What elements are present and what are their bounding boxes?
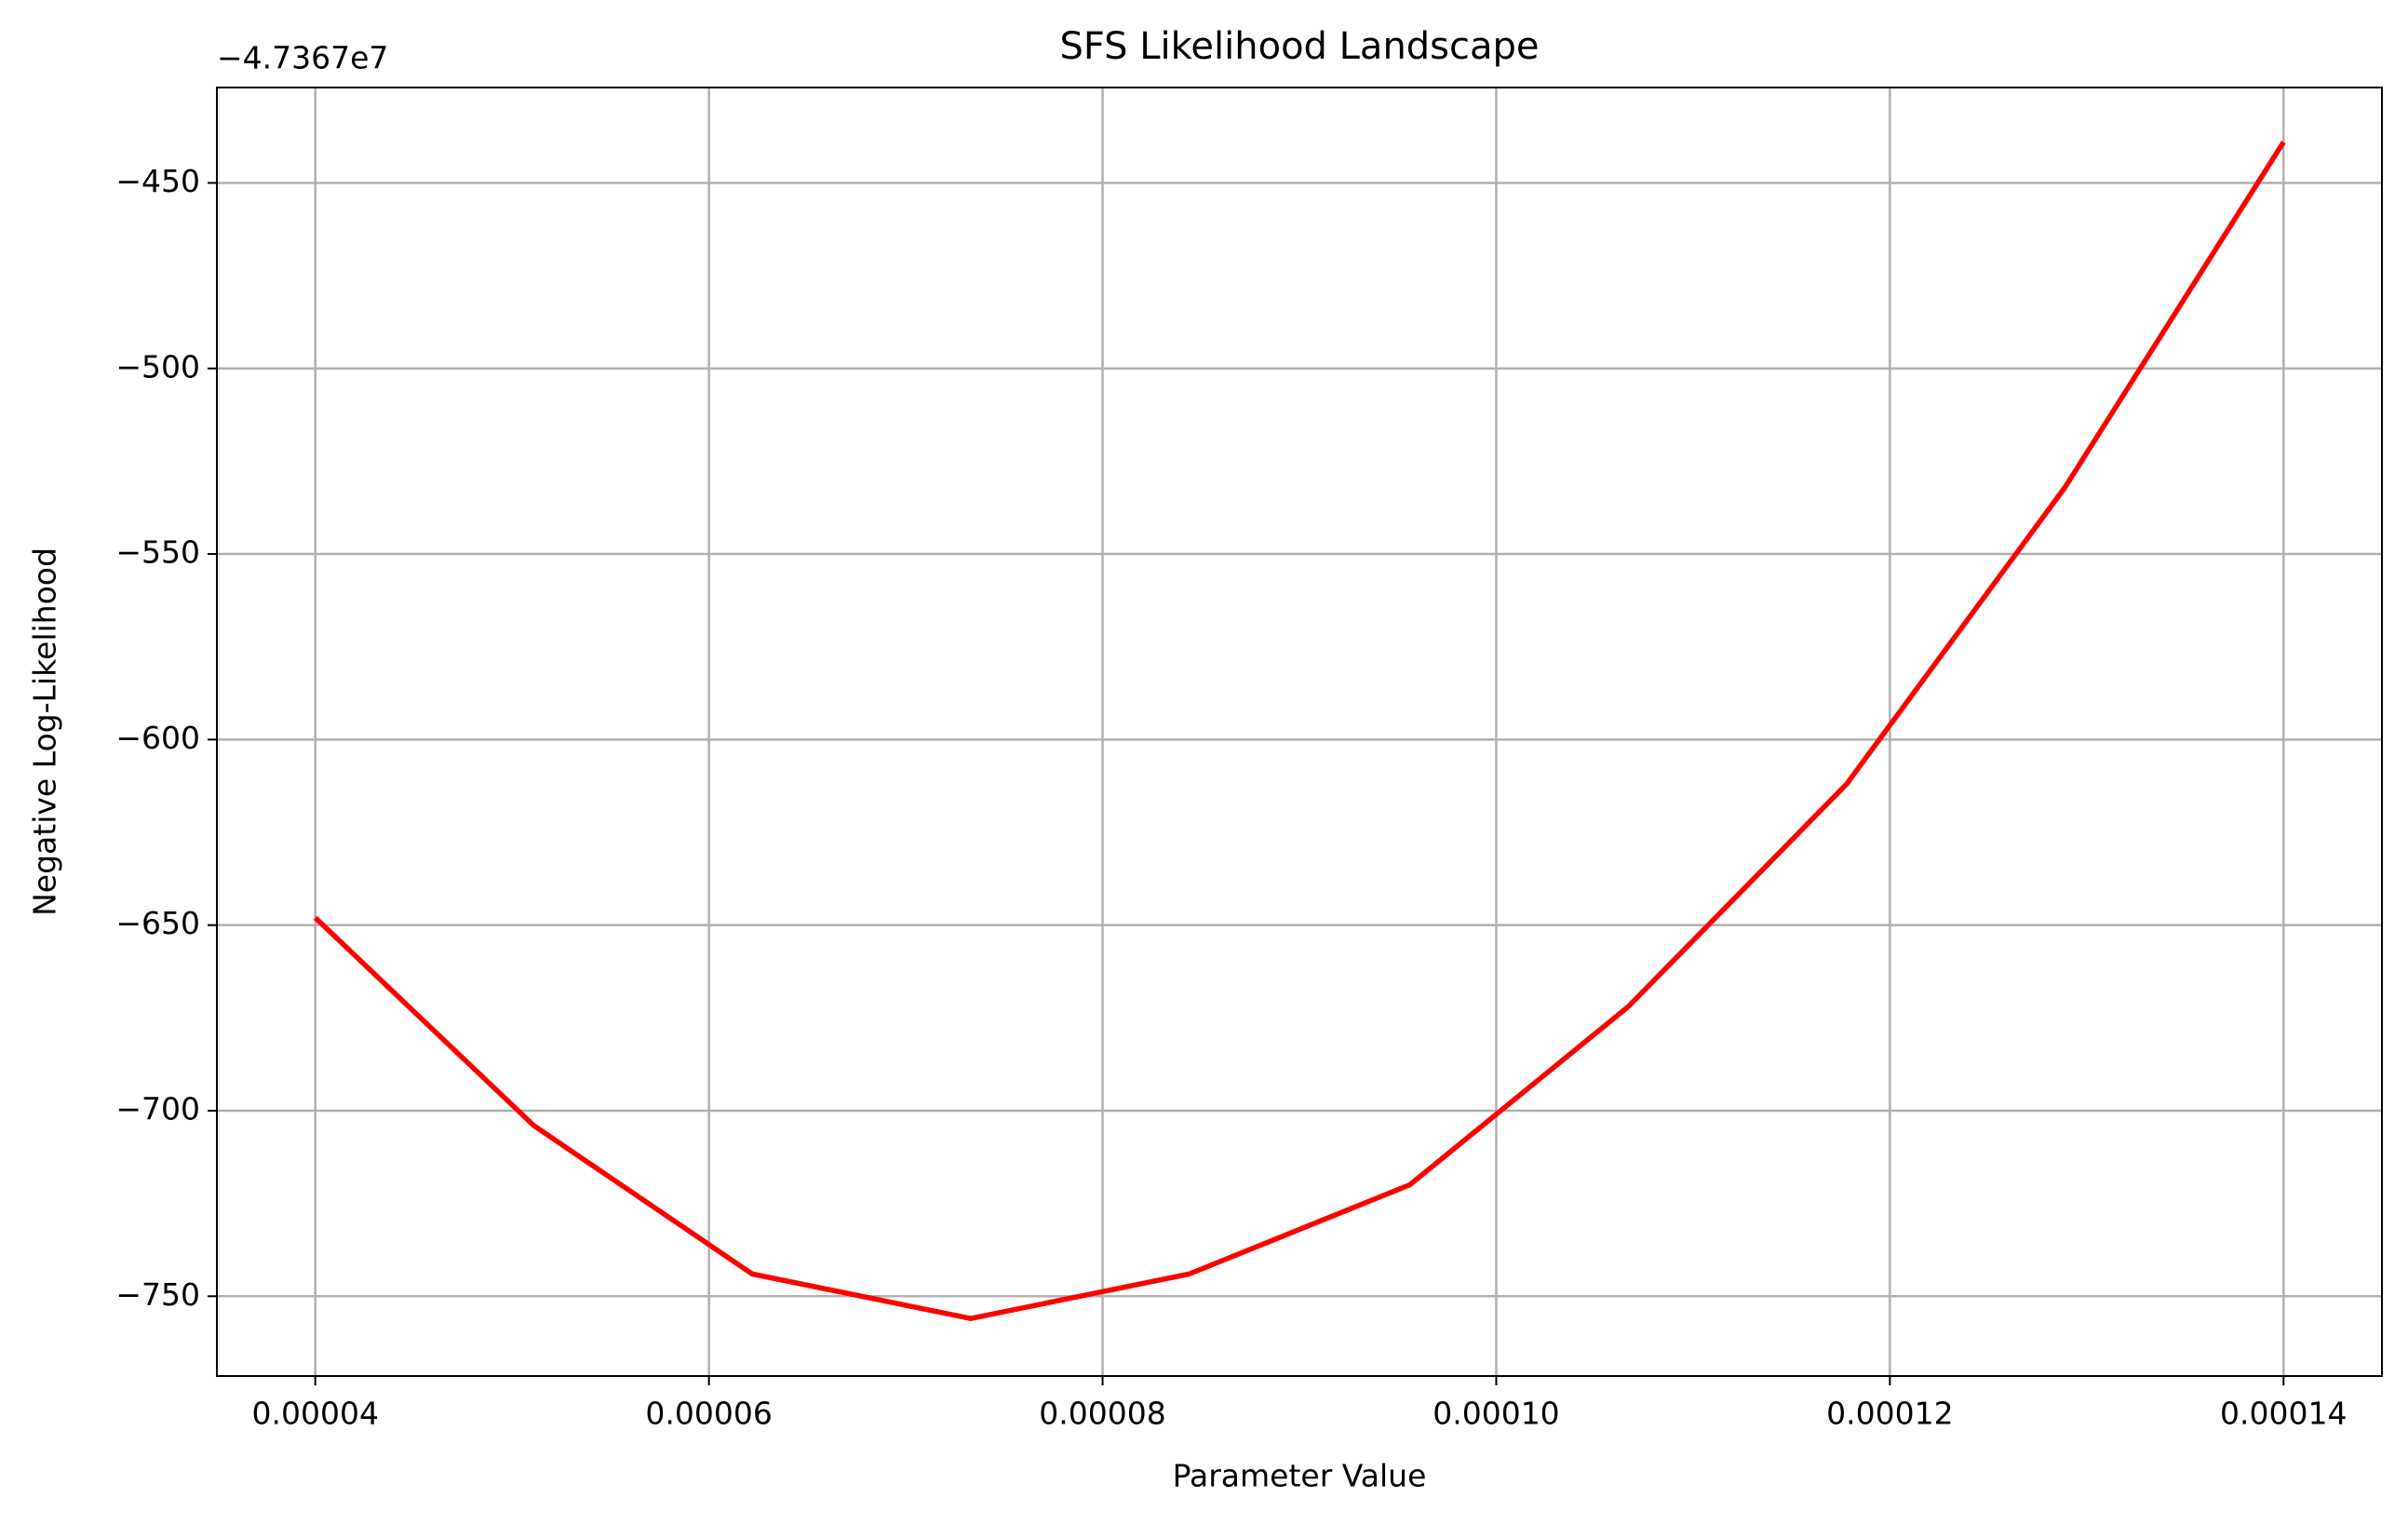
- y-tick-label: −550: [115, 534, 200, 571]
- y-tick-label: −500: [115, 348, 200, 385]
- plot-frame: [216, 87, 2383, 1377]
- y-tick-label: −650: [115, 905, 200, 941]
- chart-title: SFS Likelihood Landscape: [1059, 25, 1539, 68]
- y-tick-label: −750: [115, 1276, 200, 1313]
- x-tick-label: 0.00004: [251, 1396, 378, 1432]
- x-axis-label: Parameter Value: [1173, 1458, 1427, 1494]
- y-tick-label: −600: [115, 720, 200, 756]
- y-axis-label: Negative Log-Likelihood: [27, 547, 63, 916]
- offset-text: −4.7367e7: [217, 40, 388, 76]
- x-tick-label: 0.00010: [1433, 1396, 1559, 1432]
- y-tick-label: −450: [115, 163, 200, 199]
- x-tick-label: 0.00006: [645, 1396, 772, 1432]
- y-tick-label: −700: [115, 1090, 200, 1127]
- line: [313, 141, 2286, 1321]
- x-tick-label: 0.00014: [2220, 1396, 2347, 1432]
- x-tick-label: 0.00008: [1039, 1396, 1165, 1432]
- x-tick-label: 0.00012: [1826, 1396, 1953, 1432]
